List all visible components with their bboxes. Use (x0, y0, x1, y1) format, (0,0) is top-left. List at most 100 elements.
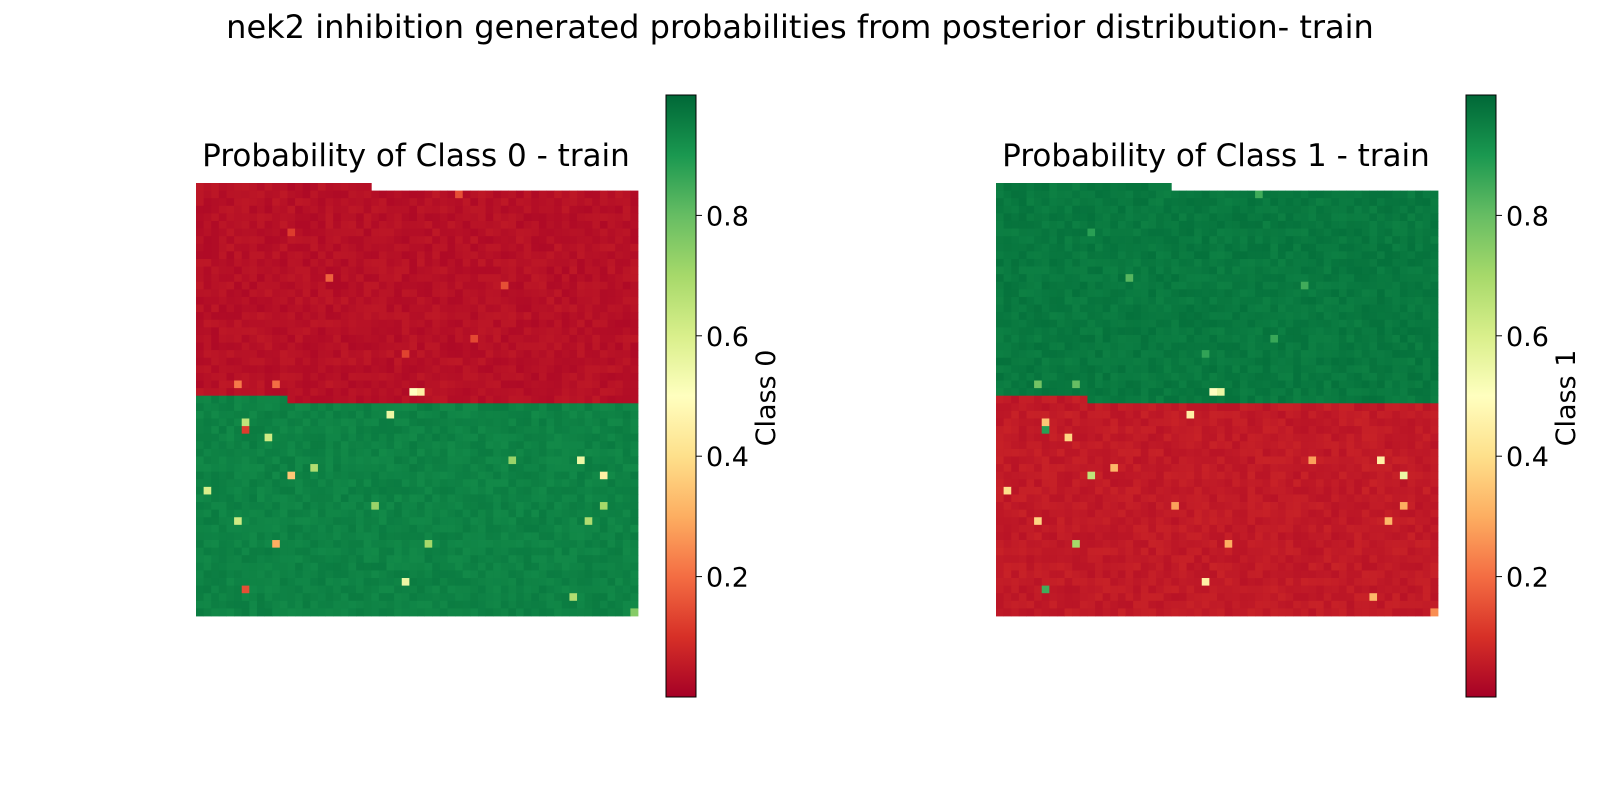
heatmap-cell (569, 464, 578, 473)
heatmap-cell (569, 448, 578, 457)
heatmap-cell (249, 562, 258, 571)
heatmap-cell (1338, 342, 1347, 351)
heatmap-cell (1079, 365, 1088, 374)
heatmap-cell (1293, 281, 1302, 290)
heatmap-cell (477, 562, 486, 571)
heatmap-cell (1194, 357, 1203, 366)
heatmap-cell (470, 274, 479, 283)
heatmap-cell (996, 236, 1005, 245)
heatmap-cell (226, 312, 235, 321)
heatmap-cell (1392, 251, 1401, 260)
heatmap-cell (432, 471, 441, 480)
heatmap-cell (485, 220, 494, 229)
heatmap-cell (1316, 365, 1325, 374)
heatmap-cell (333, 464, 342, 473)
heatmap-cell (1224, 304, 1233, 313)
heatmap-cell (508, 509, 517, 518)
heatmap-cell (1049, 281, 1058, 290)
heatmap-cell (1255, 251, 1264, 260)
heatmap-cell (218, 289, 227, 298)
heatmap-cell (1041, 365, 1050, 374)
heatmap-cell (1201, 228, 1210, 237)
heatmap-cell (1346, 327, 1355, 336)
heatmap-cell (592, 448, 601, 457)
heatmap-cell (538, 426, 547, 435)
heatmap-cell (561, 410, 570, 419)
heatmap-cell (516, 517, 525, 526)
heatmap-cell (409, 334, 418, 343)
heatmap-cell (508, 578, 517, 587)
heatmap-cell (615, 403, 624, 412)
heatmap-cell (996, 319, 1005, 328)
heatmap-cell (1293, 236, 1302, 245)
heatmap-cell (272, 319, 281, 328)
heatmap-cell (1049, 388, 1058, 397)
heatmap-cell (264, 372, 273, 381)
heatmap-cell (378, 296, 387, 305)
heatmap-cell (1140, 395, 1149, 404)
heatmap-cell (226, 593, 235, 602)
heatmap-cell (241, 600, 250, 609)
heatmap-cell (241, 593, 250, 602)
heatmap-cell (256, 578, 265, 587)
heatmap-cell (1277, 266, 1286, 275)
heatmap-cell (1346, 243, 1355, 252)
heatmap-cell (264, 395, 273, 404)
heatmap-cell (1209, 365, 1218, 374)
heatmap-cell (1308, 350, 1317, 359)
heatmap-cell (516, 585, 525, 594)
heatmap-cell (439, 486, 448, 495)
heatmap-cell (1186, 327, 1195, 336)
heatmap-cell (1201, 365, 1210, 374)
heatmap-cell (203, 274, 212, 283)
heatmap-cell (493, 578, 502, 587)
heatmap-cell (615, 464, 624, 473)
heatmap-cell (378, 600, 387, 609)
heatmap-cell (401, 395, 410, 404)
heatmap-cell (592, 456, 601, 465)
heatmap-cell (1316, 274, 1325, 283)
heatmap-cell (241, 456, 250, 465)
heatmap-cell (218, 274, 227, 283)
heatmap-cell (196, 593, 205, 602)
heatmap-cell (279, 547, 288, 556)
heatmap-cell (378, 418, 387, 427)
heatmap-cell (455, 441, 464, 450)
heatmap-cell (546, 517, 555, 526)
heatmap-cell (569, 289, 578, 298)
heatmap-cell (607, 570, 616, 579)
heatmap-cell (1239, 304, 1248, 313)
heatmap-cell (1346, 281, 1355, 290)
heatmap-cell (538, 289, 547, 298)
heatmap-cell (1300, 274, 1309, 283)
heatmap-cell (1422, 312, 1431, 321)
heatmap-cell (554, 441, 563, 450)
heatmap-cell (417, 350, 426, 359)
heatmap-cell (401, 281, 410, 290)
heatmap-cell (592, 426, 601, 435)
heatmap-cell (531, 258, 540, 267)
heatmap-cell (477, 494, 486, 503)
heatmap-cell (378, 266, 387, 275)
heatmap-cell (386, 509, 395, 518)
heatmap-cell (279, 502, 288, 511)
heatmap-cell (500, 562, 509, 571)
heatmap-cell (378, 578, 387, 587)
heatmap-cell (1407, 251, 1416, 260)
heatmap-cell (1072, 372, 1081, 381)
heatmap-cell (500, 205, 509, 214)
heatmap-cell (409, 198, 418, 207)
heatmap-cell (1125, 357, 1134, 366)
heatmap-cell (1399, 365, 1408, 374)
heatmap-cell (211, 509, 220, 518)
heatmap-cell (546, 228, 555, 237)
heatmap-cell (615, 433, 624, 442)
heatmap-cell (622, 281, 631, 290)
heatmap-cell (1354, 380, 1363, 389)
heatmap-cell (1125, 289, 1134, 298)
heatmap-cell (417, 593, 426, 602)
heatmap-cell (439, 312, 448, 321)
heatmap-cell (592, 296, 601, 305)
heatmap-cell (1262, 312, 1271, 321)
heatmap-cell (1156, 281, 1165, 290)
